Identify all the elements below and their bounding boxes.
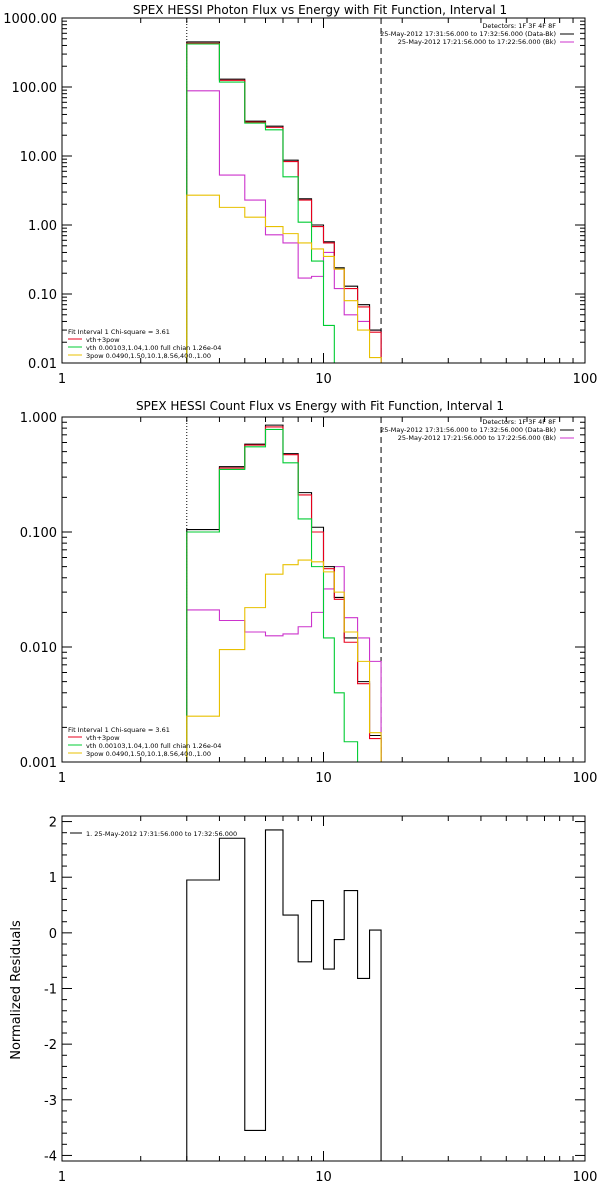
legend-item: 3pow 0.0490,1.50,10.1,8.56,400.,1.00 <box>86 352 211 360</box>
legend-item: 3pow 0.0490,1.50,10.1,8.56,400.,1.00 <box>86 750 211 758</box>
y-tick-label: 0.01 <box>28 357 57 372</box>
series-line-vth-3pow <box>186 42 382 363</box>
x-tick-label: 100 <box>573 771 598 786</box>
y-tick-label: 10.00 <box>20 150 57 165</box>
header-line-2: 25-May-2012 17:21:56.000 to 17:22:56.000… <box>398 38 556 46</box>
plot-area: 1 10 100 0.01 0.10 1.00 10.00 100.00 1000.00 <box>3 12 597 387</box>
series-line-data <box>186 566 382 762</box>
x-tick-label: 10 <box>315 1170 332 1185</box>
legend-item: vth 0.00103,1.04,1.00 full chian 1.26e-0… <box>86 742 221 750</box>
legend-item: vth+3pow <box>86 336 120 344</box>
header-line-1: 25-May-2012 17:31:56.000 to 17:32:56.000… <box>380 30 556 38</box>
x-tick-label: 1 <box>58 771 66 786</box>
plot-area: 1 10 100 -4 -3 -2 -1 0 1 2 <box>44 815 598 1185</box>
y-tick-label: 1000.00 <box>3 12 57 27</box>
header-detectors: Detectors: 1F 3F 4F 8F <box>482 22 556 30</box>
y-axis-label: Normalized Residuals <box>9 920 24 1060</box>
legend: Fit Interval 1 Chi-square = 3.61 vth+3po… <box>68 726 221 758</box>
legend-item: vth+3pow <box>86 734 120 742</box>
legend-title: Fit Interval 1 Chi-square = 3.61 <box>68 726 170 734</box>
y-tick-label: -1 <box>44 983 57 998</box>
series-line-vth <box>186 43 335 363</box>
x-tick-label: 1 <box>58 372 66 387</box>
plot-area: 1 10 100 0.001 0.010 0.100 1.000 <box>20 411 598 786</box>
y-tick-label: 100.00 <box>12 81 58 96</box>
series-line-residuals <box>186 829 382 1161</box>
y-tick-label: 0 <box>49 927 57 942</box>
x-tick-label: 10 <box>315 771 332 786</box>
y-tick-label: 1 <box>49 871 57 886</box>
y-tick-label: 0.10 <box>28 288 57 303</box>
x-tick-label: 100 <box>573 1170 598 1185</box>
y-tick-label: 0.001 <box>20 756 57 771</box>
header-line-2: 25-May-2012 17:21:56.000 to 17:22:56.000… <box>398 434 556 442</box>
chart-title: SPEX HESSI Count Flux vs Energy with Fit… <box>136 399 504 413</box>
y-tick-label: 1.000 <box>20 411 57 426</box>
legend: 1. 25-May-2012 17:31:56.000 to 17:32:56.… <box>70 830 237 838</box>
header-detectors: Detectors: 1F 3F 4F 8F <box>482 418 556 426</box>
y-tick-label: -4 <box>44 1149 57 1164</box>
legend-title: Fit Interval 1 Chi-square = 3.61 <box>68 328 170 336</box>
series-line-data <box>186 90 382 363</box>
series-line-vth <box>186 428 359 762</box>
x-tick-label: 1 <box>58 1170 66 1185</box>
chart-title: SPEX HESSI Photon Flux vs Energy with Fi… <box>133 3 507 17</box>
photon-flux-chart: SPEX HESSI Photon Flux vs Energy with Fi… <box>3 3 597 387</box>
y-tick-label: 0.100 <box>20 526 57 541</box>
y-tick-label: -2 <box>44 1038 57 1053</box>
series-line-3pow <box>186 559 382 762</box>
x-tick-label: 100 <box>573 372 598 387</box>
header-block: Detectors: 1F 3F 4F 8F 25-May-2012 17:31… <box>380 418 574 442</box>
count-flux-chart: SPEX HESSI Count Flux vs Energy with Fit… <box>20 399 598 786</box>
plot-frame <box>61 815 586 1162</box>
y-tick-label: 0.010 <box>20 641 57 656</box>
legend-item: vth 0.00103,1.04,1.00 full chian 1.26e-0… <box>86 344 221 352</box>
legend-item: 1. 25-May-2012 17:31:56.000 to 17:32:56.… <box>86 830 237 838</box>
header-line-1: 25-May-2012 17:31:56.000 to 17:32:56.000… <box>380 426 556 434</box>
legend: Fit Interval 1 Chi-square = 3.61 vth+3po… <box>68 328 221 360</box>
residuals-chart: Normalized Residuals 1 10 100 -4 -3 -2 -1 0 1 2 1… <box>9 815 598 1185</box>
y-tick-label: -3 <box>44 1094 57 1109</box>
series-line-3pow <box>186 194 382 363</box>
header-block: Detectors: 1F 3F 4F 8F 25-May-2012 17:31… <box>380 22 574 46</box>
x-tick-label: 10 <box>315 372 332 387</box>
y-tick-label: 1.00 <box>28 219 57 234</box>
y-tick-label: 2 <box>49 816 57 831</box>
